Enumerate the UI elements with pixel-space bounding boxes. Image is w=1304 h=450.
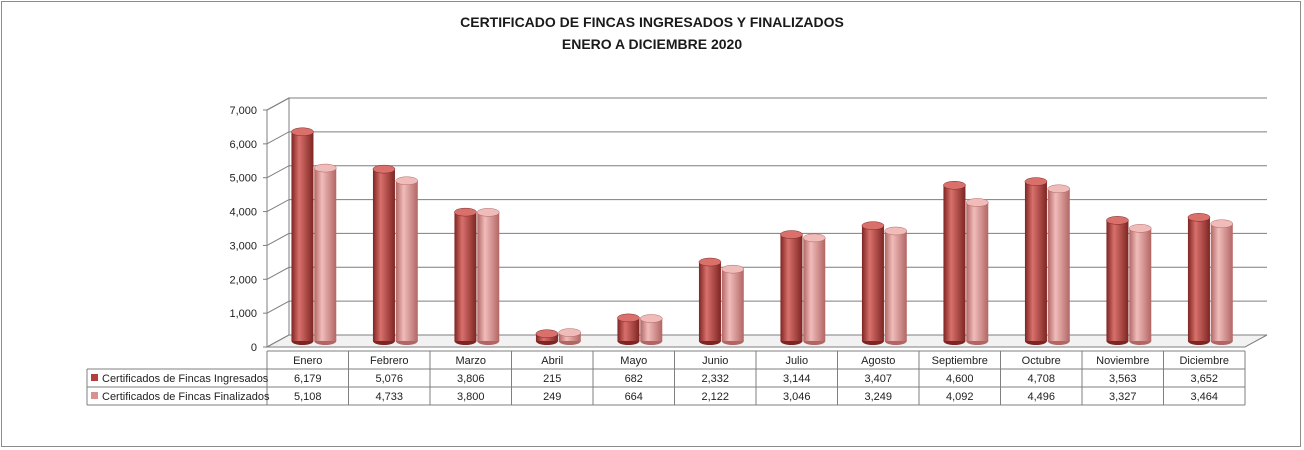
- bar-finalizados: [314, 163, 337, 345]
- bar-finalizados: [640, 314, 663, 345]
- table-cell-value: 3,563: [1109, 373, 1137, 385]
- table-cell-value: 3,249: [864, 391, 892, 403]
- y-tick-label: 6,000: [229, 139, 257, 151]
- table-cell-value: 3,800: [457, 391, 485, 403]
- bar-finalizados: [803, 233, 826, 345]
- bar-finalizados: [395, 176, 419, 345]
- floor: [266, 334, 1268, 348]
- gridline: [266, 165, 1267, 179]
- category-label: Marzo: [455, 355, 486, 367]
- bar-ingresados: [698, 257, 722, 345]
- bar-ingresados: [1106, 216, 1129, 345]
- chart-title: CERTIFICADO DE FINCAS INGRESADOS Y FINAL…: [460, 14, 844, 30]
- table-cell-value: 215: [543, 373, 561, 385]
- y-tick-label: 4,000: [229, 207, 257, 219]
- y-tick-label: 2,000: [229, 274, 257, 286]
- table-cell-value: 4,708: [1027, 373, 1055, 385]
- table-cell-value: 3,327: [1109, 391, 1137, 403]
- table-cell-value: 4,092: [946, 391, 974, 403]
- bar-ingresados: [1024, 177, 1048, 345]
- table-cell-value: 2,122: [701, 391, 729, 403]
- bar-finalizados: [558, 328, 582, 345]
- category-label: Septiembre: [932, 355, 988, 367]
- bar-ingresados: [861, 221, 885, 345]
- gridline: [266, 97, 1267, 111]
- table-cell-value: 3,464: [1190, 391, 1218, 403]
- category-label: Enero: [293, 355, 322, 367]
- bar-ingresados: [291, 127, 314, 345]
- table-cell-value: 664: [625, 391, 643, 403]
- data-table: Enero Febrero Marzo Abril Mayo Junio Julio Agos…: [86, 350, 1246, 406]
- gridline: [266, 199, 1267, 213]
- table-cell-value: 3,806: [457, 373, 485, 385]
- category-label: Mayo: [620, 355, 647, 367]
- legend-key: [91, 374, 98, 381]
- bar-ingresados: [1187, 213, 1211, 345]
- left-wall: [266, 97, 290, 348]
- gridline: [266, 232, 1267, 246]
- bar-ingresados: [943, 181, 966, 345]
- grid-layer: 0 1,000 2,000 3,000 4,000 5,000 6,000 7,000: [229, 97, 1268, 354]
- category-label: Febrero: [370, 355, 409, 367]
- table-cell-value: 3,652: [1190, 373, 1218, 385]
- table-cell-value: 6,179: [294, 373, 322, 385]
- bar-finalizados: [1210, 219, 1234, 345]
- table-cell-value: 4,733: [375, 391, 403, 403]
- category-label: Agosto: [861, 355, 895, 367]
- category-label: Abril: [541, 355, 563, 367]
- legend-label: Certificados de Fincas Finalizados: [102, 391, 270, 403]
- category-label: Julio: [785, 355, 808, 367]
- bar-ingresados: [617, 313, 640, 345]
- y-tick-label: 5,000: [229, 173, 257, 185]
- table-cell-value: 4,496: [1027, 391, 1055, 403]
- table-cell-value: 2,332: [701, 373, 729, 385]
- gridline: [266, 266, 1267, 280]
- table-cell-value: 5,076: [375, 373, 403, 385]
- table-cell-value: 3,046: [783, 391, 811, 403]
- table-cell-value: 682: [625, 373, 643, 385]
- category-label: Octubre: [1022, 355, 1061, 367]
- bar-finalizados: [1129, 224, 1152, 345]
- bars-layer: [291, 127, 1234, 345]
- category-label: Diciembre: [1179, 355, 1229, 367]
- bar-finalizados: [477, 208, 500, 345]
- category-label: Junio: [702, 355, 728, 367]
- table-cell-value: 3,407: [864, 373, 892, 385]
- table-cell-value: 249: [543, 391, 561, 403]
- chart-subtitle: ENERO A DICIEMBRE 2020: [562, 36, 742, 52]
- gridline: [266, 300, 1267, 314]
- gridline: [266, 131, 1267, 145]
- legend-label: Certificados de Fincas Ingresados: [102, 373, 269, 385]
- bar-finalizados: [721, 264, 745, 345]
- bar-ingresados: [535, 329, 559, 345]
- bar-ingresados: [372, 164, 396, 345]
- bar-finalizados: [1047, 184, 1071, 345]
- legend-key: [91, 392, 98, 399]
- y-tick-label: 7,000: [229, 105, 257, 117]
- y-tick-label: 0: [251, 342, 257, 354]
- bar-ingresados: [780, 230, 803, 345]
- bar-finalizados: [884, 226, 908, 345]
- category-label: Noviembre: [1096, 355, 1149, 367]
- table-cell-value: 5,108: [294, 391, 322, 403]
- bar-finalizados: [966, 198, 989, 345]
- y-tick-label: 3,000: [229, 240, 257, 252]
- table-cell-value: 4,600: [946, 373, 974, 385]
- y-tick-label: 1,000: [229, 308, 257, 320]
- bar-ingresados: [454, 207, 477, 345]
- table-cell-value: 3,144: [783, 373, 811, 385]
